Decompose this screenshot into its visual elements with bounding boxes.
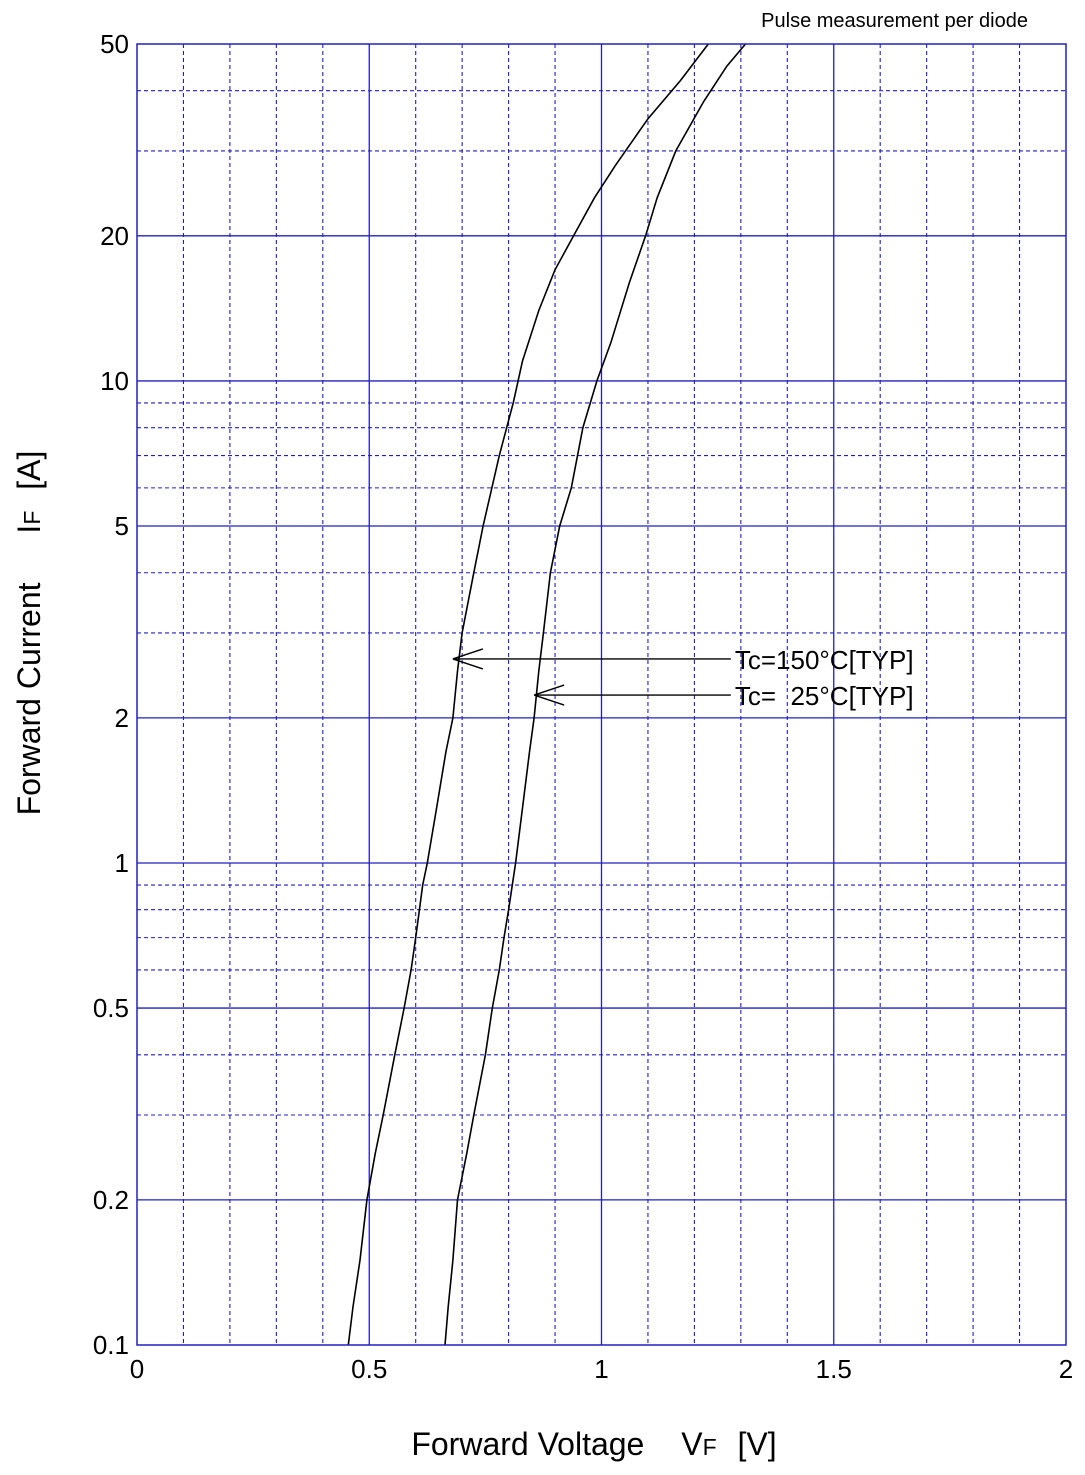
y-axis-subscript: F: [19, 511, 45, 525]
y-axis-label: Forward Current IF [A]: [11, 451, 47, 816]
x-axis-label: Forward Voltage VF [V]: [411, 1426, 776, 1462]
x-tick-labels: 0 0.5 1 1.5 2: [130, 1354, 1073, 1384]
annotations: Tc=150°C[TYP] Tc= 25°C[TYP]: [452, 645, 914, 711]
y-tick-label: 1: [115, 848, 129, 878]
y-tick-label: 10: [100, 366, 129, 396]
annotation-arrow-head: [452, 648, 484, 670]
y-tick-label: 5: [115, 511, 129, 541]
x-tick-label: 1: [594, 1354, 608, 1384]
annotation-tc25: Tc= 25°C[TYP]: [735, 681, 914, 711]
y-axis-unit: [A]: [11, 451, 47, 490]
x-tick-label: 2: [1059, 1354, 1073, 1384]
y-tick-label: 2: [115, 703, 129, 733]
y-tick-label: 0.1: [93, 1330, 129, 1360]
y-axis-label-text: Forward Current: [11, 582, 47, 815]
plot-frame: [136, 43, 1067, 1346]
grid: [137, 44, 1066, 1345]
curve-tc150: [347, 43, 709, 1346]
annotation-arrow-head: [533, 684, 565, 706]
x-axis-subscript: F: [703, 1434, 717, 1460]
y-tick-label: 0.2: [93, 1185, 129, 1215]
y-tick-label: 20: [100, 221, 129, 251]
x-tick-label: 0: [130, 1354, 144, 1384]
x-axis-unit: [V]: [738, 1426, 777, 1462]
x-axis-label-text: Forward Voltage: [411, 1426, 644, 1462]
x-axis-symbol: V: [681, 1426, 703, 1462]
y-axis-symbol: I: [11, 525, 47, 534]
annotation-tc150: Tc=150°C[TYP]: [735, 645, 914, 675]
y-tick-label: 50: [100, 29, 129, 59]
x-tick-label: 1.5: [816, 1354, 852, 1384]
y-tick-label: 0.5: [93, 993, 129, 1023]
y-tick-labels: 0.1 0.2 0.5 1 2 5 10 20 50: [93, 29, 129, 1360]
chart-title: Pulse measurement per diode: [761, 10, 1028, 32]
x-tick-label: 0.5: [351, 1354, 387, 1384]
